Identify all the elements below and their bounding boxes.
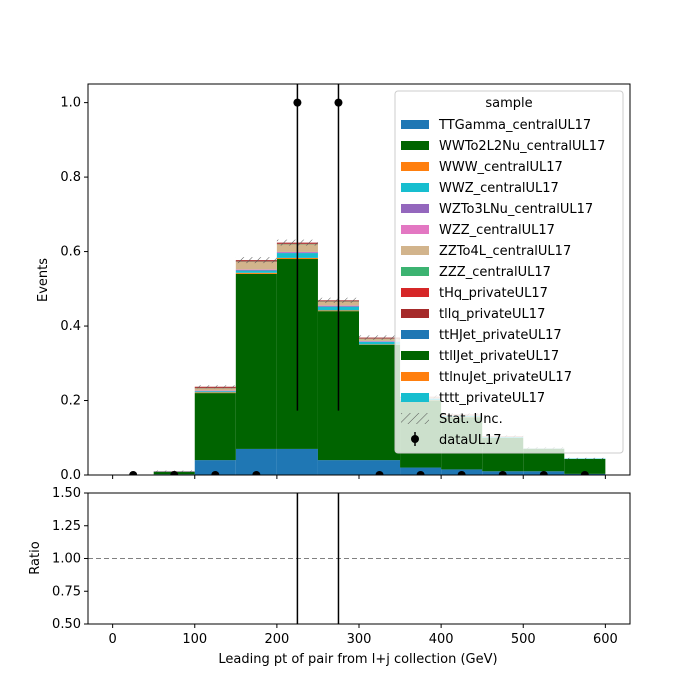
- bar-6-bin-3: [235, 261, 277, 270]
- data-point-3: [252, 471, 261, 475]
- legend-swatch-0: [401, 120, 429, 129]
- ratio-x-tick-label-6: 600: [593, 632, 618, 647]
- legend-label-14: Stat. Unc.: [439, 412, 503, 427]
- main-y-tick-label-5: 1.0: [60, 96, 81, 111]
- main-y-tick-label-3: 0.6: [60, 245, 81, 260]
- ratio-y-axis-label: Ratio: [28, 541, 43, 574]
- stat-unc-bin-3: [235, 257, 277, 264]
- legend-label-15: dataUL17: [439, 433, 502, 448]
- data-point-8: [457, 471, 466, 475]
- legend-label-12: ttlnuJet_privateUL17: [439, 370, 572, 385]
- ratio-x-tick-label-5: 500: [511, 632, 536, 647]
- ratio-y-tick-label-4: 1.50: [52, 486, 81, 501]
- data-point-4: [293, 98, 302, 107]
- stat-unc-bin-2: [194, 385, 236, 389]
- ratio-x-ticks: 0 100 200 300 400 500 600: [108, 624, 618, 647]
- main-y-tick-label-2: 0.4: [60, 319, 81, 334]
- data-point-2: [211, 471, 220, 475]
- legend-swatch-13: [401, 393, 429, 402]
- legend-label-4: WZTo3LNu_centralUL17: [439, 202, 593, 217]
- main-y-ticks: 0.0 0.2 0.4 0.6 0.8 1.0: [60, 96, 88, 483]
- legend-swatch-5: [401, 225, 429, 234]
- data-point-10: [539, 471, 548, 475]
- main-y-tick-label-0: 0.0: [60, 468, 81, 483]
- legend-box: [394, 90, 624, 454]
- data-point-7: [416, 471, 425, 475]
- legend-swatch-1: [401, 141, 429, 150]
- legend-label-6: ZZTo4L_centralUL17: [439, 244, 571, 259]
- ratio-x-tick-label-1: 100: [182, 632, 207, 647]
- main-y-axis-label: Events: [36, 258, 51, 302]
- data-point-5: [334, 98, 343, 107]
- bar-0-bin-4: [276, 448, 318, 475]
- legend-swatch-11: [401, 351, 429, 360]
- legend-title: sample: [485, 96, 532, 111]
- legend-label-11: ttllJet_privateUL17: [439, 349, 559, 364]
- data-point-6: [375, 471, 384, 475]
- bar-0-bin-3: [235, 448, 277, 475]
- legend-label-2: WWW_centralUL17: [439, 160, 563, 175]
- main-y-tick-label-4: 0.8: [60, 170, 81, 185]
- data-point-11: [580, 471, 589, 475]
- bar-3-bin-2: [194, 391, 236, 393]
- ratio-y-tick-label-1: 0.75: [52, 584, 81, 599]
- bar-3-bin-6: [359, 341, 401, 345]
- bar-1-bin-3: [235, 273, 277, 449]
- bar-6-bin-2: [194, 388, 236, 391]
- ratio-y-tick-label-0: 0.50: [52, 617, 81, 632]
- legend-swatch-3: [401, 183, 429, 192]
- bar-2-bin-3: [235, 272, 277, 274]
- ratio-x-tick-label-4: 400: [429, 632, 454, 647]
- x-axis-label: Leading pt of pair from l+j collection (…: [218, 652, 497, 667]
- bar-6-bin-6: [359, 339, 401, 341]
- legend-label-8: tHq_privateUL17: [439, 286, 548, 301]
- bar-1-bin-11: [564, 458, 606, 474]
- bar-0-bin-2: [194, 460, 236, 475]
- legend-label-0: TTGamma_centralUL17: [438, 118, 591, 133]
- legend-swatch-12: [401, 372, 429, 381]
- data-point-9: [498, 471, 507, 475]
- bar-0-bin-6: [359, 460, 401, 475]
- bar-1-bin-10: [523, 448, 565, 472]
- ratio-x-tick-label-3: 300: [347, 632, 372, 647]
- legend-label-5: WZZ_centralUL17: [439, 223, 555, 238]
- bar-1-bin-6: [359, 344, 401, 461]
- legend-label-7: ZZZ_centralUL17: [439, 265, 551, 280]
- legend-marker-point: [411, 435, 419, 443]
- bar-1-bin-2: [194, 393, 236, 461]
- legend-label-1: WWTo2L2Nu_centralUL17: [439, 139, 605, 154]
- main-y-tick-label-1: 0.2: [60, 394, 81, 409]
- legend-swatch-10: [401, 330, 429, 339]
- legend-label-10: ttHJet_privateUL17: [439, 328, 562, 343]
- data-point-0: [129, 471, 138, 475]
- ratio-x-tick-label-0: 0: [108, 632, 116, 647]
- ratio-y-ticks: 0.50 0.75 1.00 1.25 1.50: [52, 486, 88, 632]
- bar-4-bin-3: [235, 269, 277, 271]
- stacked-histogram: [153, 239, 606, 475]
- data-points: [129, 84, 589, 475]
- ratio-x-tick-label-2: 200: [264, 632, 289, 647]
- legend-swatch-4: [401, 204, 429, 213]
- bar-0-bin-5: [317, 460, 359, 475]
- legend-swatch-6: [401, 246, 429, 255]
- stat-unc-bin-6: [359, 335, 401, 340]
- ratio-y-tick-label-2: 1.00: [52, 552, 81, 567]
- legend-label-13: tttt_privateUL17: [439, 391, 545, 406]
- legend-label-9: tllq_privateUL17: [439, 307, 545, 322]
- legend-swatch-9: [401, 309, 429, 318]
- legend: sample TTGamma_centralUL17 WWTo2L2Nu_centr…: [394, 90, 624, 454]
- legend-label-3: WWZ_centralUL17: [439, 181, 559, 196]
- data-point-1: [170, 471, 179, 475]
- legend-swatch-14: [401, 413, 429, 424]
- stat-unc-bin-11: [564, 457, 606, 460]
- ratio-y-tick-label-3: 1.25: [52, 519, 81, 534]
- legend-swatch-2: [401, 162, 429, 171]
- main-x-ticks: [112, 475, 606, 479]
- bar-3-bin-3: [235, 270, 277, 273]
- legend-swatch-7: [401, 267, 429, 276]
- legend-swatch-8: [401, 288, 429, 297]
- bar-2-bin-2: [194, 392, 236, 394]
- ratio-panel: 0.50 0.75 1.00 1.25 1.50 0 100 200 300 400 500 600…: [28, 486, 631, 667]
